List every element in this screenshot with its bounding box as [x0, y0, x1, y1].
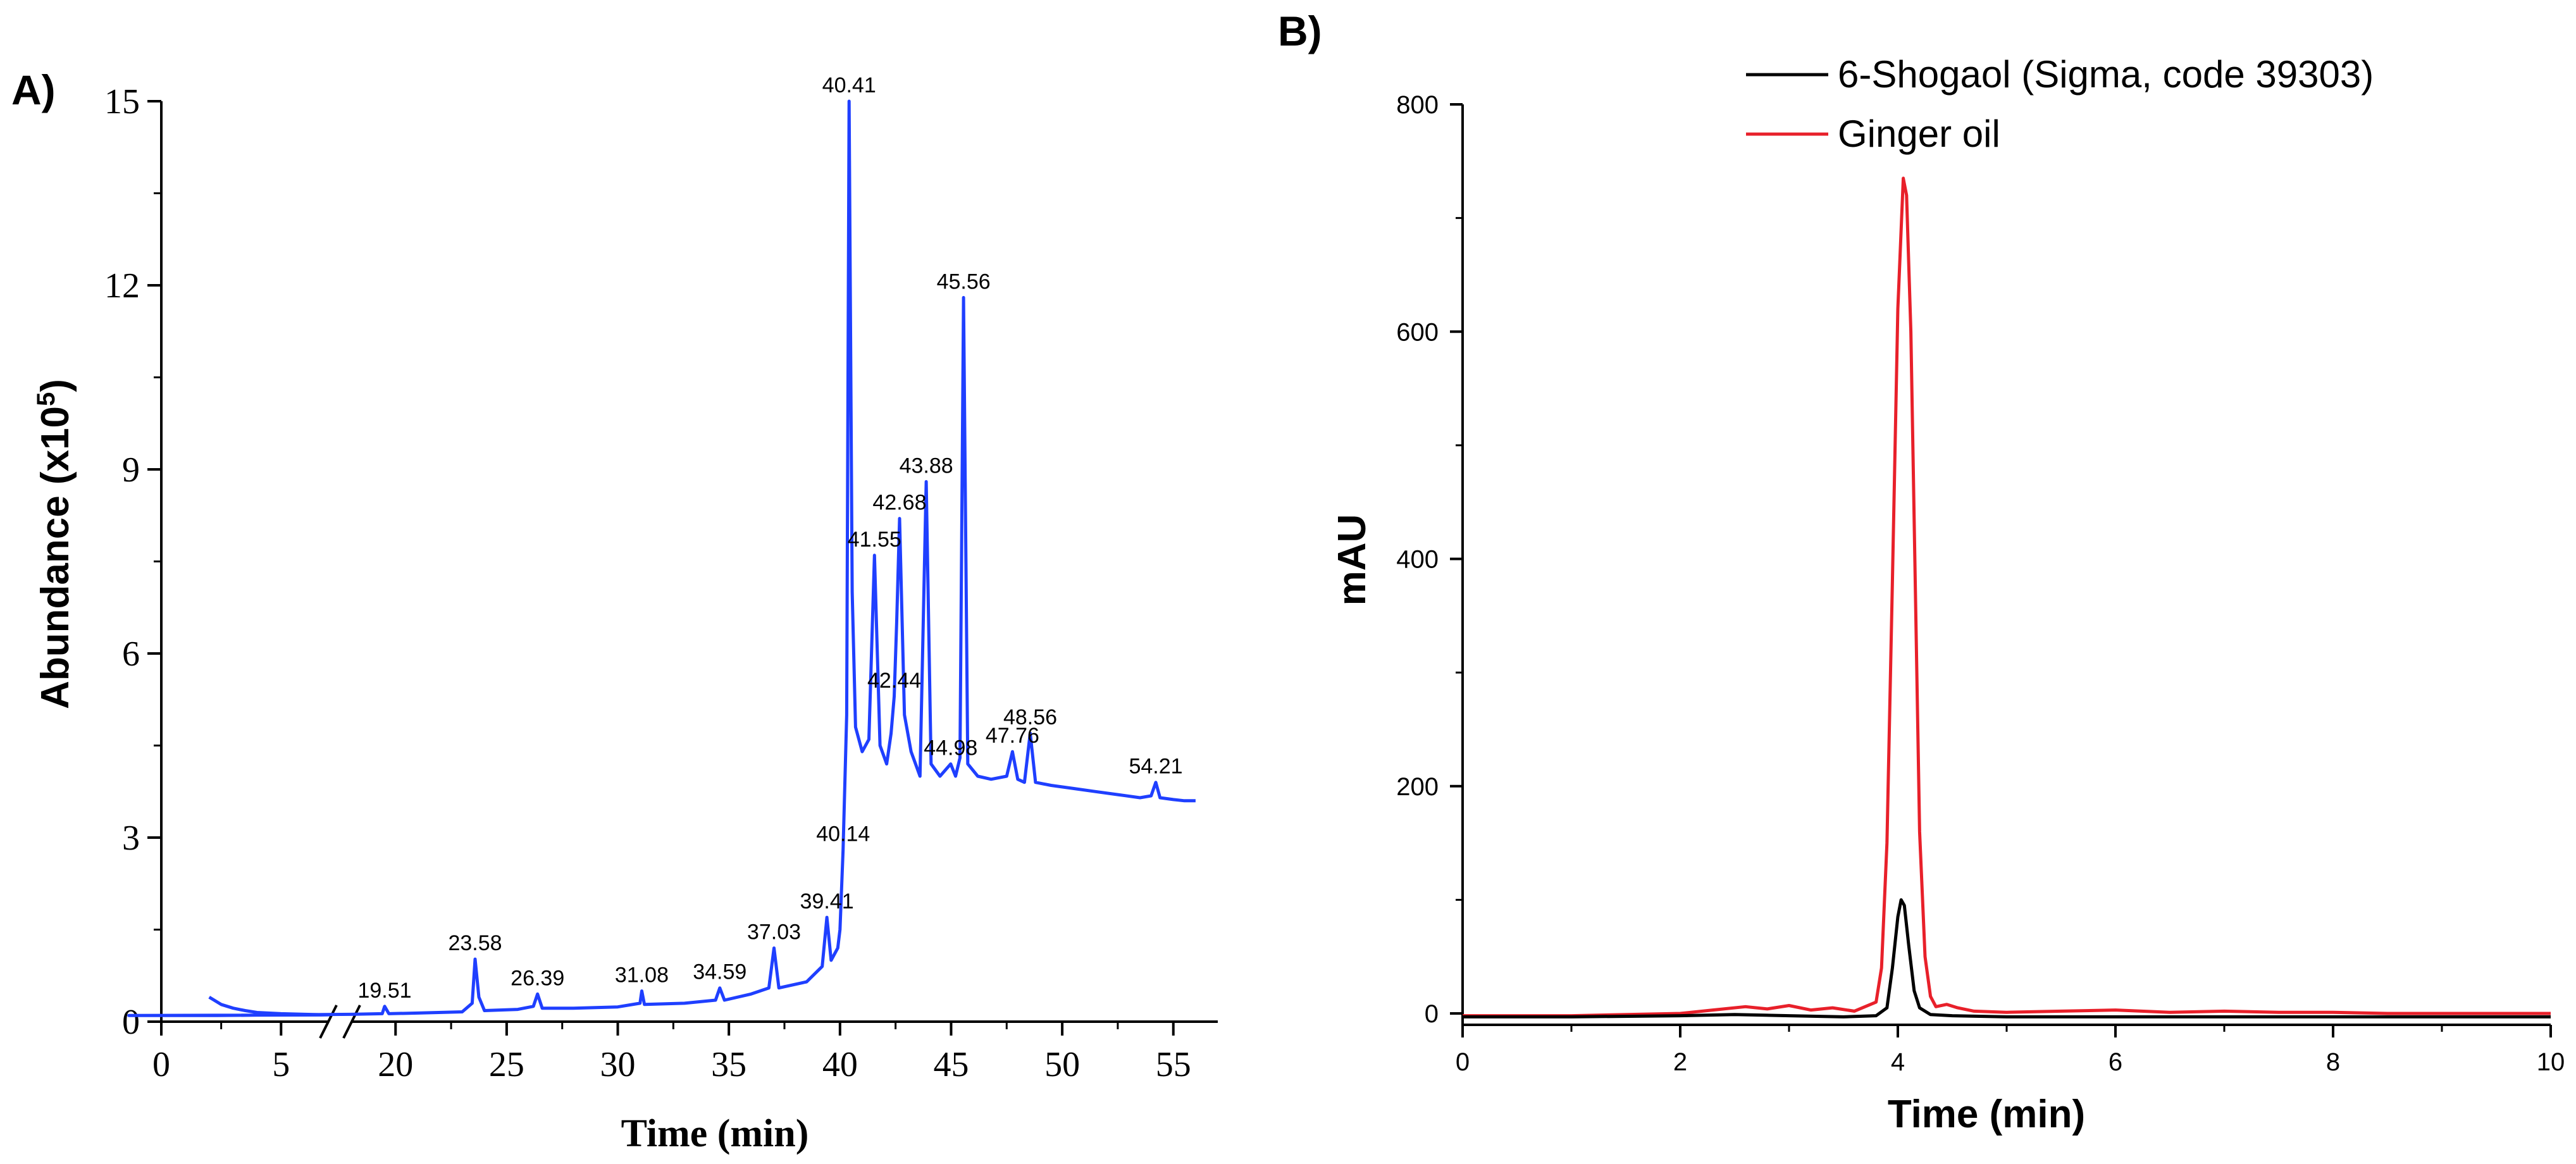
panel-b-y-axis-label: mAU	[1330, 514, 1374, 606]
panel-a-label: A)	[11, 66, 56, 113]
chromatogram-line-a	[127, 99, 1196, 1017]
peak-label: 42.44	[867, 669, 921, 693]
panel-a-y-axis-label: Abundance (x105)	[32, 379, 77, 709]
panel-a: A) Abundance (x105) Time (min) 036912150…	[11, 66, 1218, 1155]
x-tick-label: 0	[1456, 1048, 1470, 1076]
peak-label: 41.55	[848, 528, 901, 552]
peak-label: 23.58	[448, 931, 502, 955]
x-tick-label: 55	[1156, 1045, 1191, 1084]
peak-label: 45.56	[937, 269, 991, 294]
x-tick-label: 2	[1673, 1048, 1687, 1076]
y-tick-label: 9	[122, 450, 140, 490]
peak-label: 37.03	[747, 920, 801, 944]
y-tick-label: 0	[1425, 1000, 1439, 1028]
y-tick-label: 200	[1396, 773, 1439, 801]
peak-label: 40.14	[816, 822, 870, 846]
axis-break-mark	[319, 1005, 338, 1039]
panel-b-plot-area: 0 200 400 600 800 0 2 4 6 8 10	[1396, 91, 2565, 1076]
peak-label: 40.41	[822, 73, 876, 97]
panel-a-plot-area: 0 3 6 9 12 15 0 5 20 25 30 35 40 45 50 55 19.51 23.58 26.3…	[104, 73, 1218, 1084]
x-tick-label: 25	[489, 1045, 524, 1084]
legend-label-ginger-oil: Ginger oil	[1838, 113, 2000, 155]
panel-b-x-axis-label: Time (min)	[1888, 1093, 2085, 1136]
y-tick-label: 15	[104, 82, 140, 121]
y-tick-label: 800	[1396, 91, 1439, 119]
peak-label: 31.08	[615, 963, 669, 988]
x-tick-label: 4	[1891, 1048, 1905, 1076]
x-tick-label: 30	[600, 1045, 636, 1084]
y-tick-label: 6	[122, 635, 140, 674]
y-label-prefix: Abundance (x10	[34, 406, 77, 709]
panel-a-x-axis-label: Time (min)	[621, 1112, 809, 1155]
y-tick-label: 12	[104, 266, 140, 306]
peak-label: 26.39	[511, 966, 564, 990]
axis-break-mark	[342, 1005, 361, 1039]
peak-label: 48.56	[1003, 705, 1057, 729]
x-tick-label: 40	[822, 1045, 858, 1084]
peak-label: 54.21	[1129, 755, 1182, 779]
x-tick-label: 8	[2326, 1048, 2340, 1076]
y-label-exponent: 5	[32, 392, 60, 406]
peak-label: 34.59	[693, 960, 746, 984]
y-tick-label: 0	[122, 1003, 140, 1042]
peak-label: 43.88	[900, 454, 953, 478]
x-tick-label: 5	[272, 1045, 290, 1084]
legend: 6-Shogaol (Sigma, code 39303) Ginger oil	[1746, 53, 2374, 155]
x-tick-label: 6	[2108, 1048, 2122, 1076]
series-line-ginger-oil	[1463, 176, 2551, 1018]
peak-label: 39.41	[800, 889, 854, 913]
x-tick-label: 50	[1044, 1045, 1080, 1084]
x-tick-label: 35	[711, 1045, 746, 1084]
peak-label: 19.51	[357, 979, 411, 1003]
x-tick-label: 10	[2537, 1048, 2565, 1076]
x-tick-label: 0	[152, 1045, 170, 1084]
panel-b-label: B)	[1278, 8, 1322, 54]
peak-label: 44.98	[924, 736, 977, 760]
y-tick-label: 600	[1396, 318, 1439, 346]
series-line-shogaol	[1463, 898, 2551, 1018]
x-tick-label: 20	[378, 1045, 413, 1084]
y-tick-label: 400	[1396, 546, 1439, 574]
x-tick-label: 45	[933, 1045, 969, 1084]
peak-label: 42.68	[872, 491, 926, 515]
legend-label-shogaol: 6-Shogaol (Sigma, code 39303)	[1838, 53, 2374, 96]
y-tick-label: 3	[122, 819, 140, 858]
peak-label: 47.76	[986, 724, 1039, 748]
y-label-suffix: )	[34, 379, 77, 392]
panel-b: B) mAU Time (min) 0 200 400 600 800 0 2 4 6 8 10 6…	[1278, 8, 2565, 1136]
